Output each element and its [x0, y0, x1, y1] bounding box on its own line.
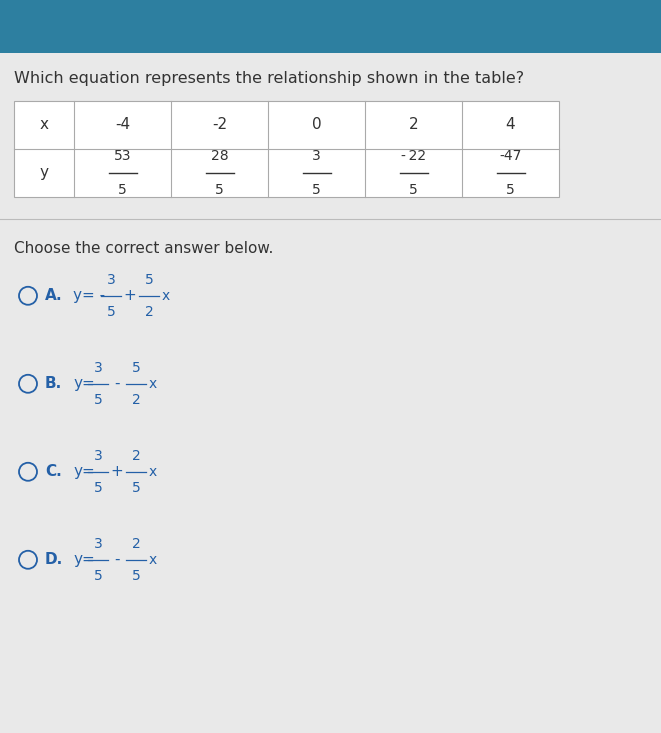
Text: 5: 5: [118, 183, 127, 196]
Text: D.: D.: [45, 552, 63, 567]
Text: 2: 2: [132, 393, 140, 407]
Text: 5: 5: [94, 481, 102, 495]
Text: 5: 5: [409, 183, 418, 196]
Text: 2: 2: [408, 117, 418, 132]
Text: 5: 5: [94, 569, 102, 583]
Text: 53: 53: [114, 149, 132, 163]
Bar: [14, 100, 559, 196]
Text: x: x: [162, 289, 171, 303]
Text: 5: 5: [145, 273, 153, 287]
Text: 0: 0: [312, 117, 321, 132]
Text: 5: 5: [312, 183, 321, 196]
Text: 5: 5: [506, 183, 515, 196]
Text: 5: 5: [106, 305, 116, 319]
Text: - 22: - 22: [401, 149, 426, 163]
Text: 4: 4: [506, 117, 516, 132]
Text: B.: B.: [45, 376, 62, 391]
Text: 3: 3: [106, 273, 116, 287]
Text: y: y: [40, 165, 48, 180]
Text: A.: A.: [45, 288, 63, 303]
Text: 3: 3: [94, 449, 102, 463]
Text: 5: 5: [94, 393, 102, 407]
Text: C.: C.: [45, 464, 61, 479]
Text: +: +: [124, 288, 136, 303]
Text: 2: 2: [132, 537, 140, 550]
Text: Which equation represents the relationship shown in the table?: Which equation represents the relationsh…: [14, 71, 524, 86]
Text: x: x: [149, 465, 157, 479]
Text: 3: 3: [94, 361, 102, 375]
Text: 3: 3: [94, 537, 102, 550]
Text: x: x: [40, 117, 48, 132]
Text: -: -: [114, 376, 120, 391]
Text: -4: -4: [115, 117, 130, 132]
Text: 3: 3: [312, 149, 321, 163]
Text: -: -: [114, 552, 120, 567]
Text: y=: y=: [73, 464, 95, 479]
Bar: [0, 0, 661, 53]
Text: -47: -47: [499, 149, 522, 163]
Text: x: x: [149, 377, 157, 391]
Text: 5: 5: [132, 481, 140, 495]
Text: +: +: [110, 464, 124, 479]
Text: y=: y=: [73, 376, 95, 391]
Text: y= -: y= -: [73, 288, 105, 303]
Text: x: x: [149, 553, 157, 567]
Text: 5: 5: [215, 183, 224, 196]
Text: y=: y=: [73, 552, 95, 567]
Text: Choose the correct answer below.: Choose the correct answer below.: [14, 240, 274, 256]
Text: 5: 5: [132, 361, 140, 375]
Text: 2: 2: [145, 305, 153, 319]
Text: 28: 28: [211, 149, 228, 163]
Text: 5: 5: [132, 569, 140, 583]
Text: 2: 2: [132, 449, 140, 463]
Text: -2: -2: [212, 117, 227, 132]
